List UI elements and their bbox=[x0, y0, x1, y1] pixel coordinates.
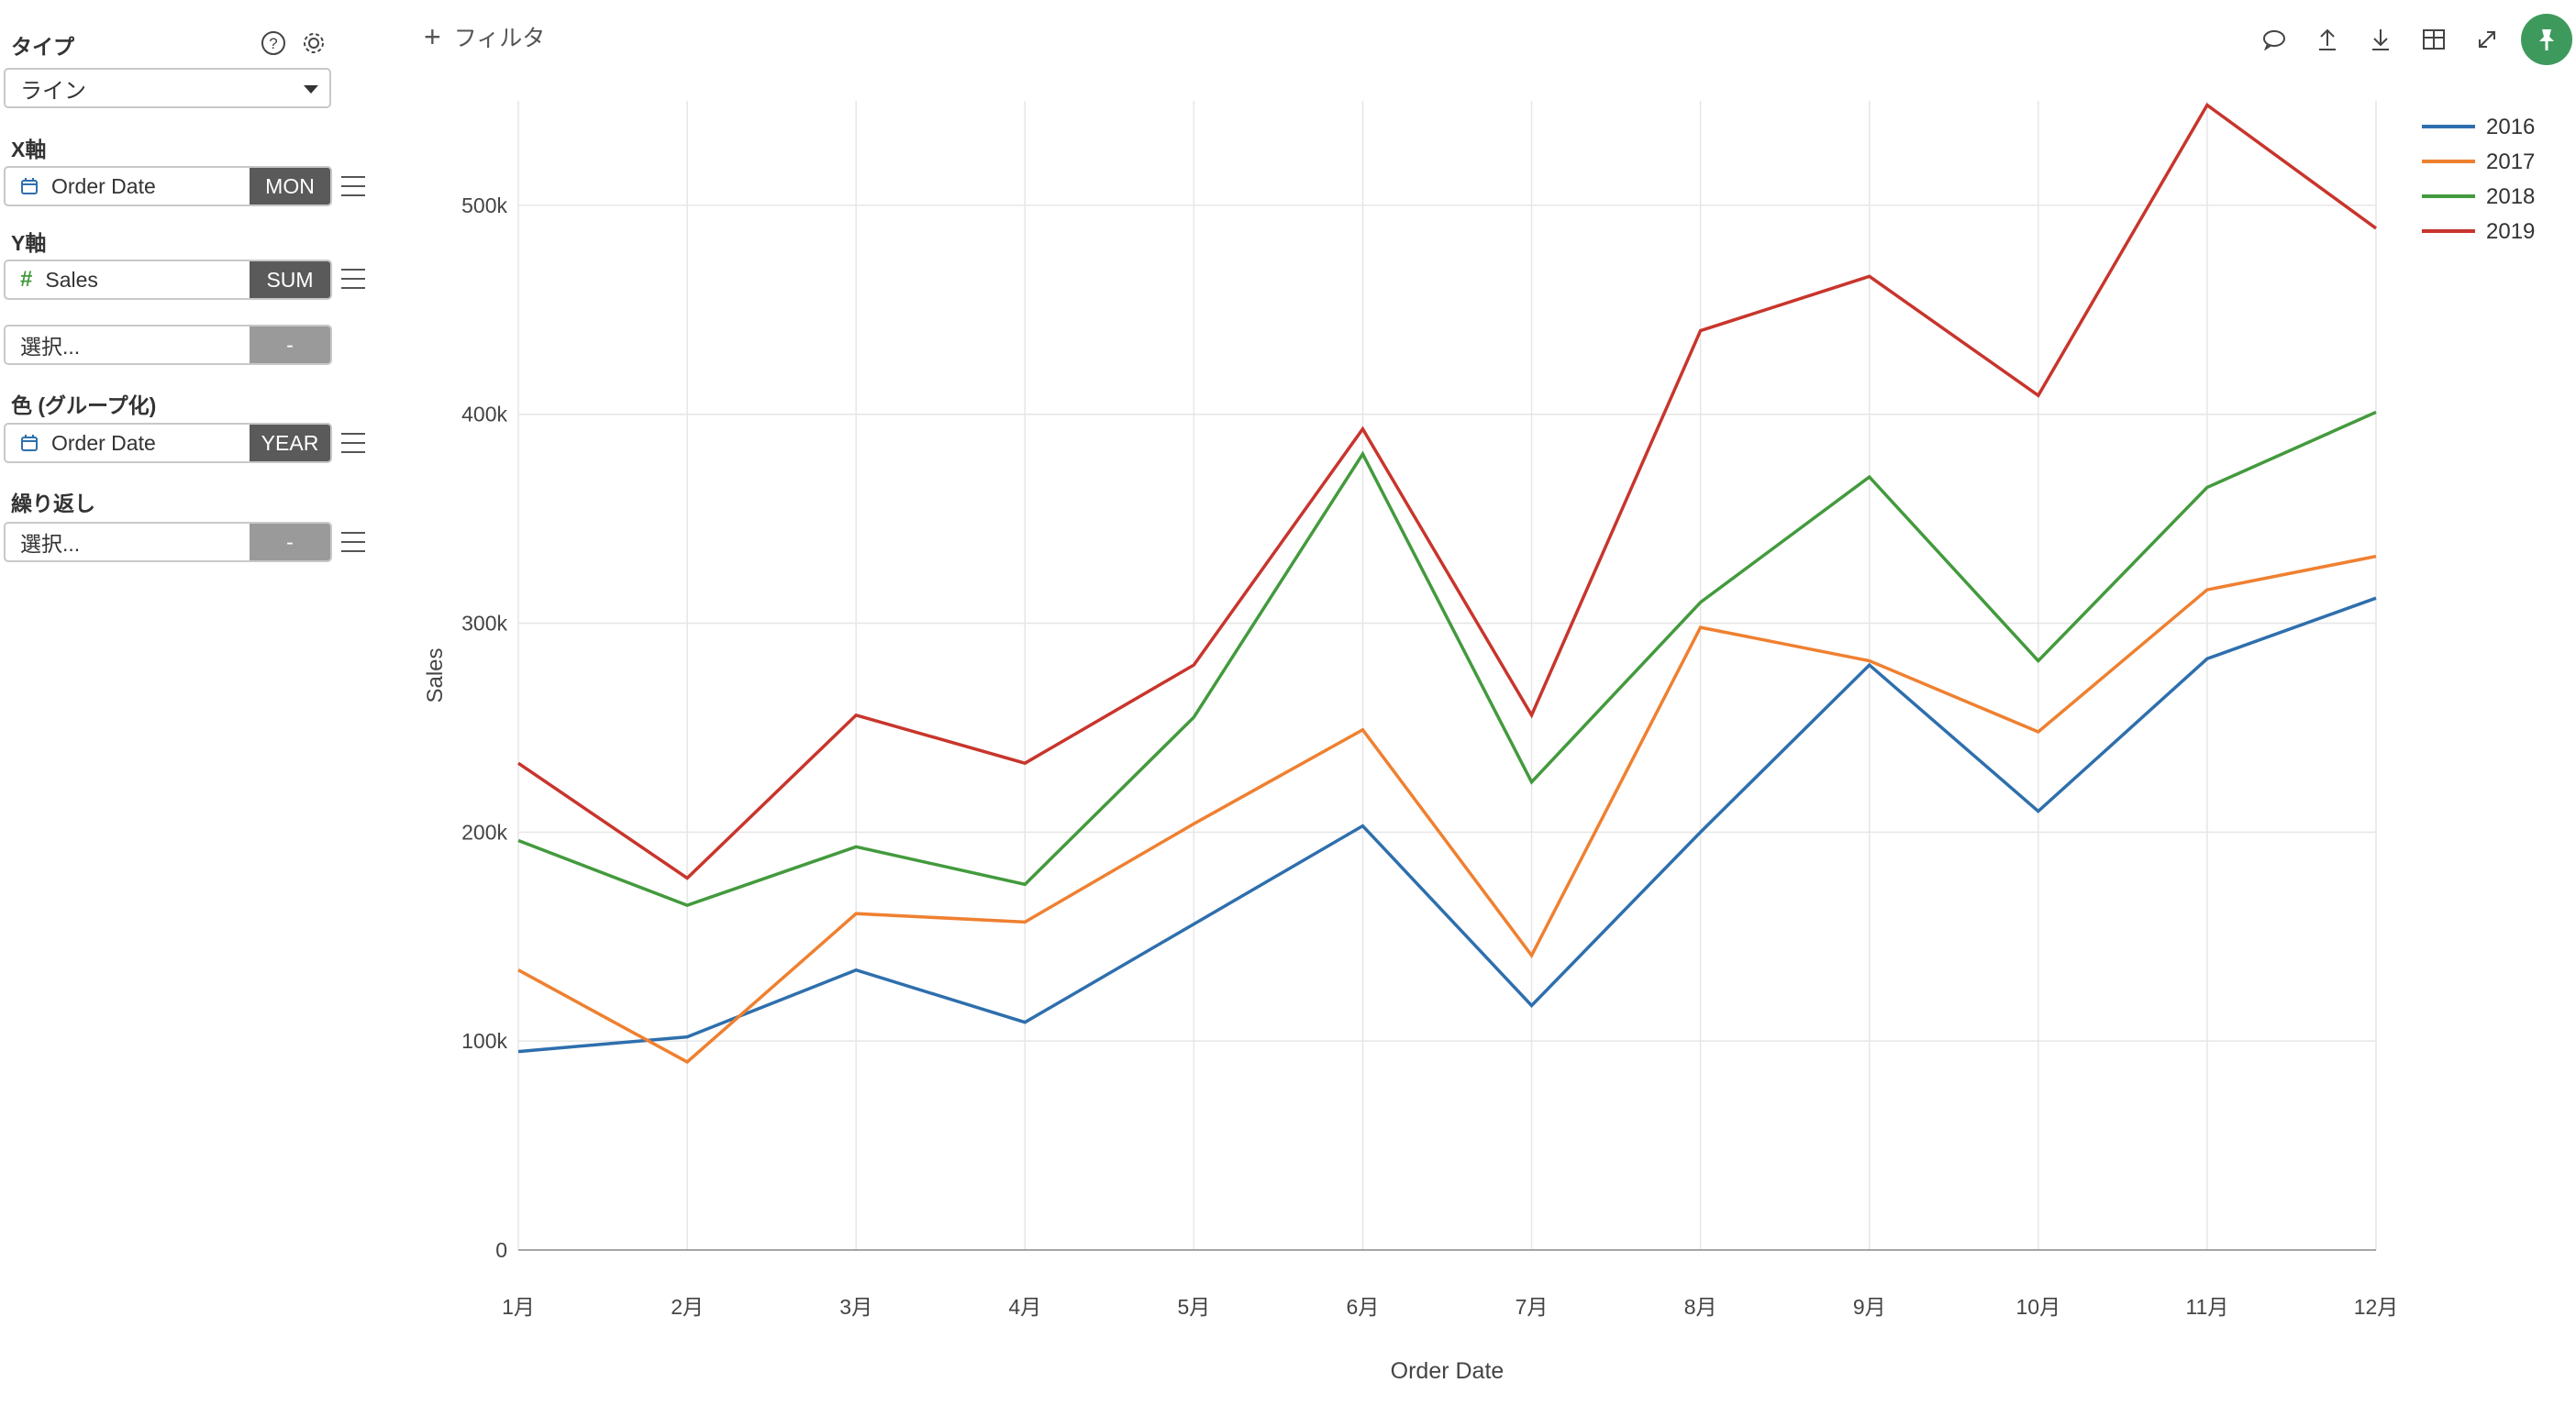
comment-icon[interactable] bbox=[2248, 18, 2301, 61]
sidebar: タイプ ? ライン X軸 Order Date MON Y軸 # Sales S… bbox=[0, 0, 385, 1416]
filter-label: フィルタ bbox=[453, 26, 546, 51]
color-group-label: 色 (グループ化) bbox=[11, 393, 157, 417]
color-field-name: Order Date bbox=[51, 430, 156, 455]
calendar-icon bbox=[21, 178, 38, 194]
x-field-name: Order Date bbox=[51, 173, 156, 198]
chart-type-select[interactable]: ライン bbox=[4, 68, 331, 108]
y-tick-label: 100k bbox=[461, 1029, 507, 1053]
y-axis-menu-icon[interactable] bbox=[341, 269, 365, 289]
help-icon[interactable]: ? bbox=[260, 29, 287, 57]
y-tick-label: 500k bbox=[461, 194, 507, 217]
y-field-name: Sales bbox=[45, 267, 98, 292]
x-tick-label: 10月 bbox=[2016, 1295, 2061, 1319]
legend-label: 2018 bbox=[2486, 184, 2535, 209]
svg-text:?: ? bbox=[269, 35, 277, 52]
repeat-field-agg[interactable]: - bbox=[250, 524, 330, 560]
color-menu-icon[interactable] bbox=[341, 433, 365, 453]
y-field2-agg[interactable]: - bbox=[250, 326, 330, 363]
series-line-2018 bbox=[517, 410, 2377, 907]
x-tick-label: 3月 bbox=[839, 1295, 872, 1319]
series-line-2019 bbox=[517, 102, 2378, 880]
legend-label: 2017 bbox=[2486, 149, 2535, 174]
chart-svg: 0 100k 200k 300k 400k 500k 1月 2月 3月 4月 5月 6月 7月 8月 9月 1… bbox=[423, 101, 2535, 1384]
legend-label: 2016 bbox=[2486, 115, 2535, 139]
y-field-agg[interactable]: SUM bbox=[250, 261, 330, 298]
chart-type-value: ライン bbox=[20, 78, 86, 104]
x-tick-label: 1月 bbox=[502, 1295, 535, 1319]
x-field-agg[interactable]: MON bbox=[250, 168, 330, 205]
repeat-menu-icon[interactable] bbox=[341, 532, 365, 552]
x-tick-label: 4月 bbox=[1008, 1295, 1041, 1319]
table-icon[interactable] bbox=[2407, 18, 2460, 61]
color-field[interactable]: Order Date YEAR bbox=[4, 423, 332, 463]
repeat-field-name: 選択... bbox=[20, 532, 81, 556]
calendar-icon bbox=[21, 435, 38, 451]
y-axis-title: Sales bbox=[423, 647, 448, 702]
type-label: タイプ bbox=[11, 35, 74, 59]
upload-icon[interactable] bbox=[2301, 18, 2354, 61]
y-field2-name: 選択... bbox=[20, 335, 81, 359]
chevron-down-icon bbox=[304, 85, 318, 94]
repeat-label: 繰り返し bbox=[11, 492, 95, 515]
y-tick-label: 300k bbox=[461, 612, 507, 636]
x-tick-label: 11月 bbox=[2185, 1295, 2228, 1319]
x-tick-label: 9月 bbox=[1853, 1295, 1886, 1319]
x-axis-label: X軸 bbox=[11, 138, 47, 161]
x-tick-label: 6月 bbox=[1347, 1295, 1380, 1319]
x-tick-label: 8月 bbox=[1684, 1295, 1717, 1319]
add-filter-button[interactable]: + フィルタ bbox=[424, 20, 545, 53]
type-icons: ? bbox=[260, 29, 328, 57]
expand-icon[interactable] bbox=[2460, 18, 2514, 61]
color-field-agg[interactable]: YEAR bbox=[250, 425, 330, 461]
legend-label: 2019 bbox=[2486, 219, 2535, 244]
x-axis-menu-icon[interactable] bbox=[341, 176, 365, 196]
download-icon[interactable] bbox=[2354, 18, 2407, 61]
hash-icon: # bbox=[20, 267, 33, 292]
series-line-2017 bbox=[517, 554, 2377, 1065]
line-chart: 0 100k 200k 300k 400k 500k 1月 2月 3月 4月 5月 6月 7月 8月 9月 1… bbox=[404, 73, 2569, 1399]
y-tick-label: 200k bbox=[461, 820, 507, 844]
x-tick-label: 2月 bbox=[671, 1295, 704, 1319]
y-tick-label: 0 bbox=[495, 1238, 507, 1262]
pin-icon bbox=[2539, 29, 2554, 50]
series-line-2016 bbox=[517, 596, 2377, 1054]
x-tick-label: 5月 bbox=[1177, 1295, 1210, 1319]
y-axis-field[interactable]: # Sales SUM bbox=[4, 260, 332, 300]
x-tick-label: 7月 bbox=[1516, 1295, 1549, 1319]
x-tick-label: 12月 bbox=[2354, 1295, 2399, 1319]
x-axis-field[interactable]: Order Date MON bbox=[4, 166, 332, 206]
pin-button[interactable] bbox=[2521, 14, 2572, 65]
toolbar bbox=[2248, 14, 2576, 65]
repeat-field[interactable]: 選択... - bbox=[4, 522, 332, 562]
gear-icon[interactable] bbox=[300, 29, 328, 57]
y-axis-field-2[interactable]: 選択... - bbox=[4, 325, 332, 365]
y-axis-label: Y軸 bbox=[11, 231, 47, 255]
x-axis-title: Order Date bbox=[1391, 1358, 1505, 1384]
y-tick-label: 400k bbox=[461, 403, 507, 426]
plus-icon: + bbox=[424, 20, 441, 53]
